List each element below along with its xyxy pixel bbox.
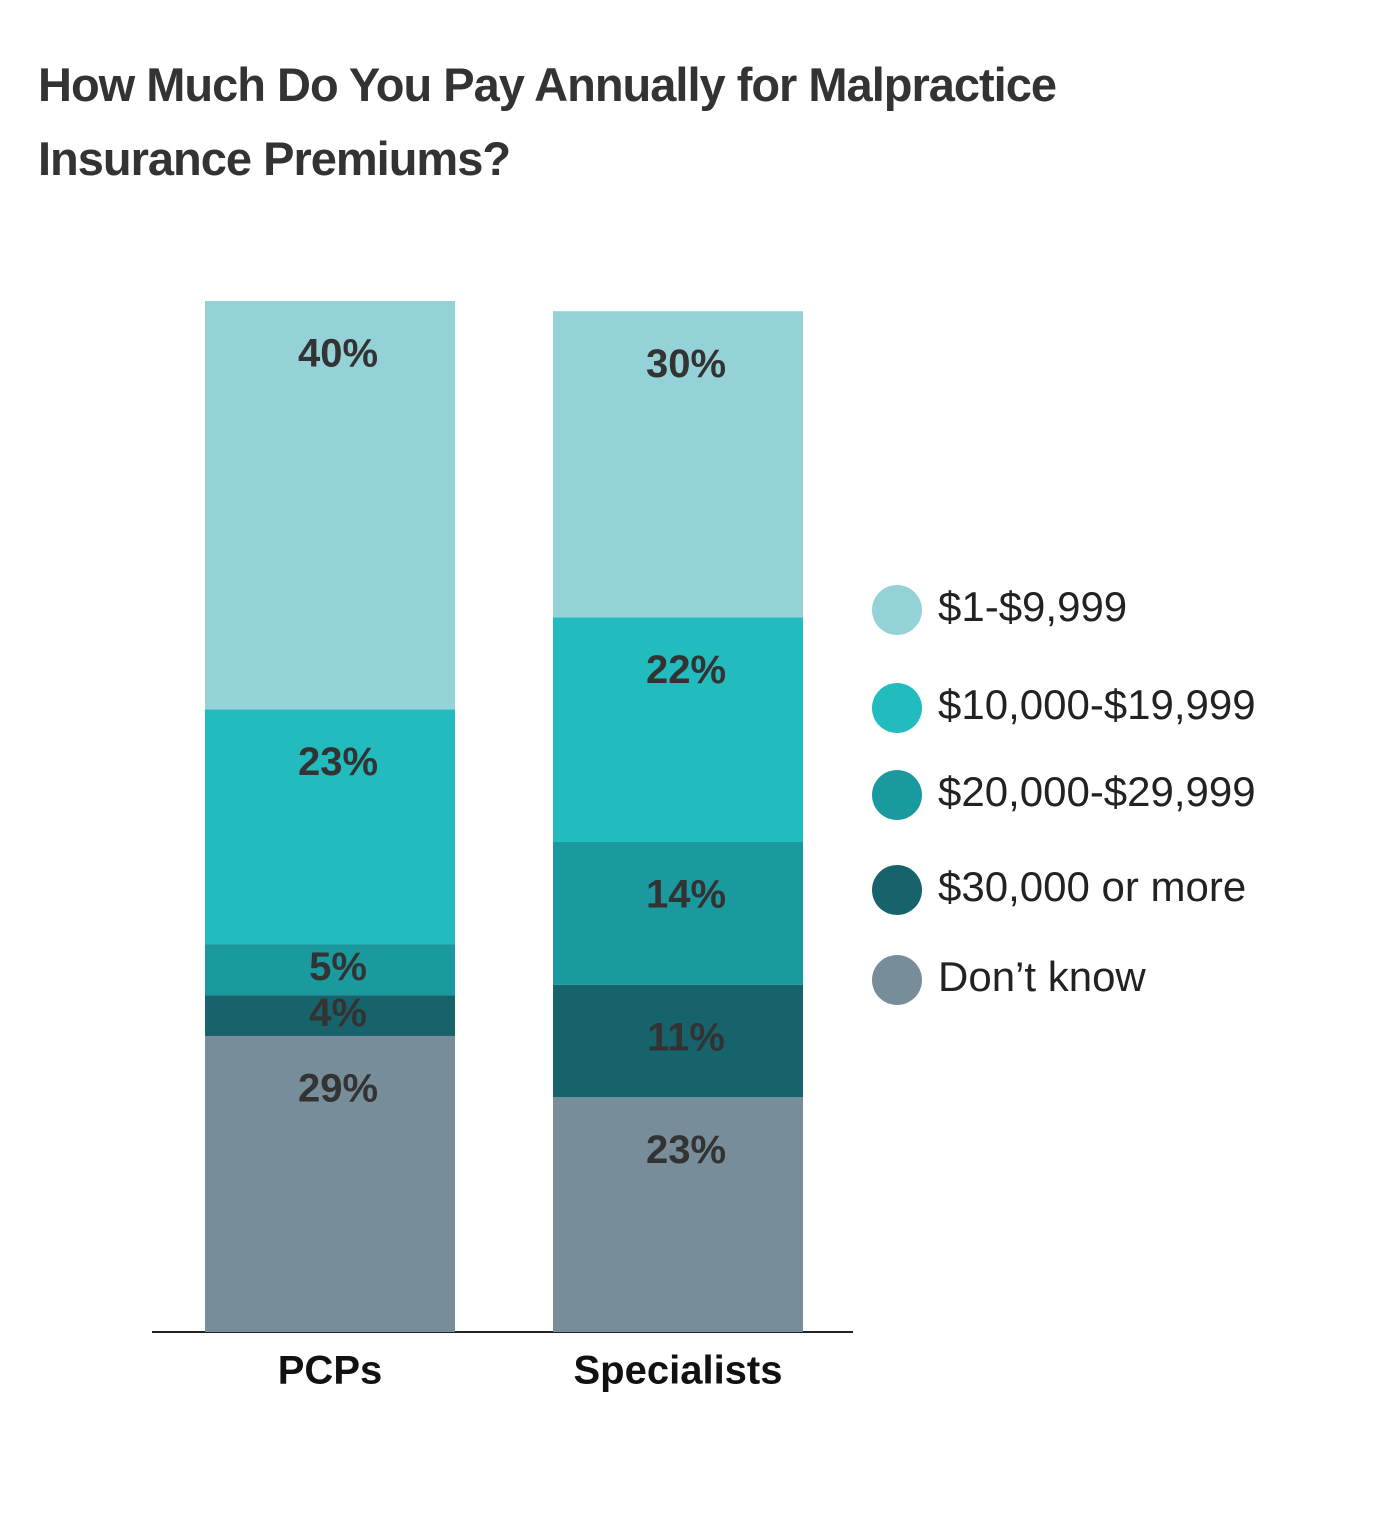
bar-segment: [553, 311, 803, 618]
legend-marker: [872, 955, 922, 1005]
value-label: 4%: [309, 991, 367, 1035]
legend-label: $30,000 or more: [938, 863, 1246, 910]
x-tick-label: Specialists: [573, 1349, 782, 1393]
legend-label: Don’t know: [938, 953, 1146, 1000]
legend-label: $10,000-$19,999: [938, 681, 1256, 728]
legend-marker: [872, 865, 922, 915]
value-label: 30%: [646, 342, 726, 386]
bar-segment: [205, 709, 455, 945]
legend-label: $20,000-$29,999: [938, 768, 1256, 815]
bar-segment: [553, 1097, 803, 1332]
value-label: 29%: [298, 1067, 378, 1111]
value-label: 23%: [646, 1128, 726, 1172]
legend-marker: [872, 683, 922, 733]
value-label: 23%: [298, 740, 378, 784]
bar-segment: [205, 944, 455, 996]
value-label: 14%: [646, 873, 726, 917]
value-label: 11%: [647, 1015, 725, 1059]
bar-segment: [553, 617, 803, 843]
value-label: 22%: [646, 648, 726, 692]
legend-label: $1-$9,999: [938, 583, 1127, 630]
chart-title: How Much Do You Pay Annually for Malprac…: [38, 58, 1057, 185]
bar-segment: [205, 301, 455, 710]
bar-segment: [553, 984, 803, 1098]
bar-segment: [205, 995, 455, 1036]
bar-segment: [553, 842, 803, 985]
value-label: 40%: [298, 332, 378, 376]
legend-marker: [872, 585, 922, 635]
legend-marker: [872, 770, 922, 820]
x-tick-label: PCPs: [278, 1349, 383, 1393]
bar-segment: [205, 1035, 455, 1332]
value-label: 5%: [309, 945, 367, 989]
